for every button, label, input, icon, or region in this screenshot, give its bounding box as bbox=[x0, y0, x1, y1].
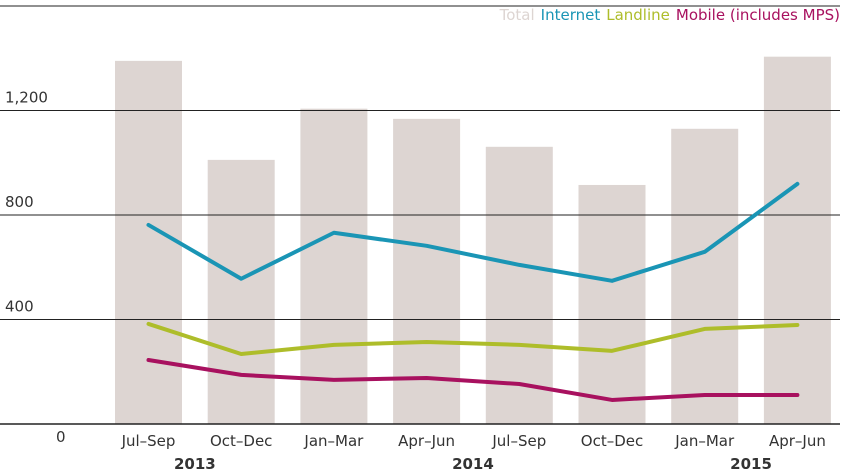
x-group-label: 2013 bbox=[174, 455, 216, 473]
y-tick-label: 1,200 bbox=[5, 89, 48, 107]
legend-entry: Total bbox=[499, 6, 535, 24]
bar bbox=[393, 118, 461, 425]
line-series bbox=[146, 321, 800, 356]
bar bbox=[671, 128, 739, 424]
x-tick-label: Oct–Dec bbox=[581, 432, 643, 450]
x-tick-label: Apr–Jun bbox=[769, 432, 826, 450]
x-tick-label: Oct–Dec bbox=[210, 432, 272, 450]
x-group-label: 2014 bbox=[452, 455, 494, 473]
bar bbox=[578, 184, 646, 424]
y-tick-label: 1,600 bbox=[5, 0, 48, 2]
legend-entry: Landline bbox=[606, 6, 670, 24]
x-tick-label: Jan–Mar bbox=[674, 432, 735, 450]
x-group-label: 2015 bbox=[730, 455, 772, 473]
bar bbox=[485, 146, 553, 424]
x-tick-label: Jul–Sep bbox=[121, 432, 176, 450]
y-tick-label: 400 bbox=[5, 298, 34, 316]
legend-entry: Internet bbox=[541, 6, 601, 24]
y-tick-label: 800 bbox=[5, 193, 34, 211]
bar bbox=[207, 159, 275, 424]
x-tick-label: Jul–Sep bbox=[491, 432, 546, 450]
x-tick-label: Apr–Jun bbox=[398, 432, 455, 450]
bar bbox=[300, 108, 368, 424]
x-tick-label: Jan–Mar bbox=[303, 432, 364, 450]
bar bbox=[763, 56, 831, 425]
legend: Total Internet Landline Mobile (includes MP… bbox=[499, 6, 840, 24]
bar bbox=[115, 60, 182, 425]
legend-entry: Mobile (includes MPS) bbox=[676, 6, 840, 24]
line-series bbox=[146, 181, 800, 283]
y-tick-label: 0 bbox=[56, 428, 66, 446]
line-series bbox=[146, 357, 800, 402]
